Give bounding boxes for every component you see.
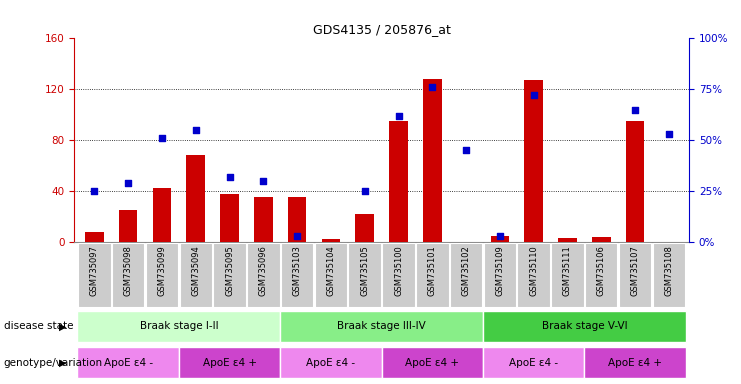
Point [224, 174, 236, 180]
FancyBboxPatch shape [280, 311, 483, 342]
Point [393, 113, 405, 119]
FancyBboxPatch shape [315, 243, 347, 306]
Bar [187, 156, 205, 242]
FancyBboxPatch shape [484, 243, 516, 306]
FancyBboxPatch shape [348, 243, 381, 306]
FancyBboxPatch shape [585, 347, 685, 379]
Bar [423, 79, 442, 242]
Point [156, 135, 168, 141]
Text: ApoE ε4 -: ApoE ε4 - [509, 358, 558, 368]
Bar [254, 197, 273, 242]
Text: ApoE ε4 +: ApoE ε4 + [405, 358, 459, 368]
Text: GSM735098: GSM735098 [124, 245, 133, 296]
Text: GSM735109: GSM735109 [496, 245, 505, 296]
Text: GSM735095: GSM735095 [225, 245, 234, 296]
Text: GSM735103: GSM735103 [293, 245, 302, 296]
Text: GSM735108: GSM735108 [665, 245, 674, 296]
FancyBboxPatch shape [382, 243, 415, 306]
FancyBboxPatch shape [213, 243, 246, 306]
FancyBboxPatch shape [280, 347, 382, 379]
FancyBboxPatch shape [146, 243, 178, 306]
Point [426, 84, 438, 90]
Title: GDS4135 / 205876_at: GDS4135 / 205876_at [313, 23, 451, 36]
FancyBboxPatch shape [78, 311, 280, 342]
Point [494, 233, 506, 239]
FancyBboxPatch shape [416, 243, 448, 306]
FancyBboxPatch shape [179, 347, 280, 379]
FancyBboxPatch shape [551, 243, 584, 306]
Text: GSM735102: GSM735102 [462, 245, 471, 296]
Text: genotype/variation: genotype/variation [4, 358, 103, 368]
Text: GSM735100: GSM735100 [394, 245, 403, 296]
Point [291, 233, 303, 239]
Bar [85, 232, 104, 242]
Point [359, 188, 370, 194]
Text: ApoE ε4 +: ApoE ε4 + [608, 358, 662, 368]
FancyBboxPatch shape [247, 243, 279, 306]
Bar [322, 239, 340, 242]
Text: GSM735110: GSM735110 [529, 245, 538, 296]
Text: GSM735096: GSM735096 [259, 245, 268, 296]
Text: GSM735097: GSM735097 [90, 245, 99, 296]
Text: ApoE ε4 -: ApoE ε4 - [306, 358, 356, 368]
Point [190, 127, 202, 133]
FancyBboxPatch shape [585, 243, 617, 306]
Point [460, 147, 472, 154]
Text: GSM735094: GSM735094 [191, 245, 200, 296]
Point [257, 178, 269, 184]
Point [528, 92, 539, 98]
Text: disease state: disease state [4, 321, 73, 331]
Text: ▶: ▶ [59, 321, 67, 331]
Point [629, 107, 641, 113]
FancyBboxPatch shape [78, 243, 110, 306]
Text: Braak stage III-IV: Braak stage III-IV [337, 321, 426, 331]
Bar [288, 197, 307, 242]
FancyBboxPatch shape [653, 243, 685, 306]
FancyBboxPatch shape [382, 347, 483, 379]
Text: GSM735105: GSM735105 [360, 245, 369, 296]
Text: ApoE ε4 +: ApoE ε4 + [202, 358, 256, 368]
FancyBboxPatch shape [450, 243, 482, 306]
Point [122, 180, 134, 186]
Bar [558, 238, 576, 242]
Text: GSM735106: GSM735106 [597, 245, 606, 296]
Text: GSM735099: GSM735099 [157, 245, 167, 296]
Point [88, 188, 100, 194]
Point [663, 131, 675, 137]
Bar [592, 237, 611, 242]
Bar [119, 210, 138, 242]
Bar [491, 235, 509, 242]
Bar [153, 189, 171, 242]
FancyBboxPatch shape [179, 243, 212, 306]
Text: ▶: ▶ [59, 358, 67, 368]
Bar [525, 80, 543, 242]
FancyBboxPatch shape [483, 347, 585, 379]
Text: Braak stage V-VI: Braak stage V-VI [542, 321, 627, 331]
Text: GSM735104: GSM735104 [327, 245, 336, 296]
Bar [220, 194, 239, 242]
Text: GSM735111: GSM735111 [563, 245, 572, 296]
Text: GSM735101: GSM735101 [428, 245, 436, 296]
FancyBboxPatch shape [112, 243, 144, 306]
Text: Braak stage I-II: Braak stage I-II [139, 321, 218, 331]
FancyBboxPatch shape [517, 243, 550, 306]
Bar [389, 121, 408, 242]
Text: GSM735107: GSM735107 [631, 245, 639, 296]
FancyBboxPatch shape [619, 243, 651, 306]
FancyBboxPatch shape [483, 311, 685, 342]
Bar [625, 121, 645, 242]
FancyBboxPatch shape [78, 347, 179, 379]
FancyBboxPatch shape [281, 243, 313, 306]
Text: ApoE ε4 -: ApoE ε4 - [104, 358, 153, 368]
Bar [356, 214, 374, 242]
